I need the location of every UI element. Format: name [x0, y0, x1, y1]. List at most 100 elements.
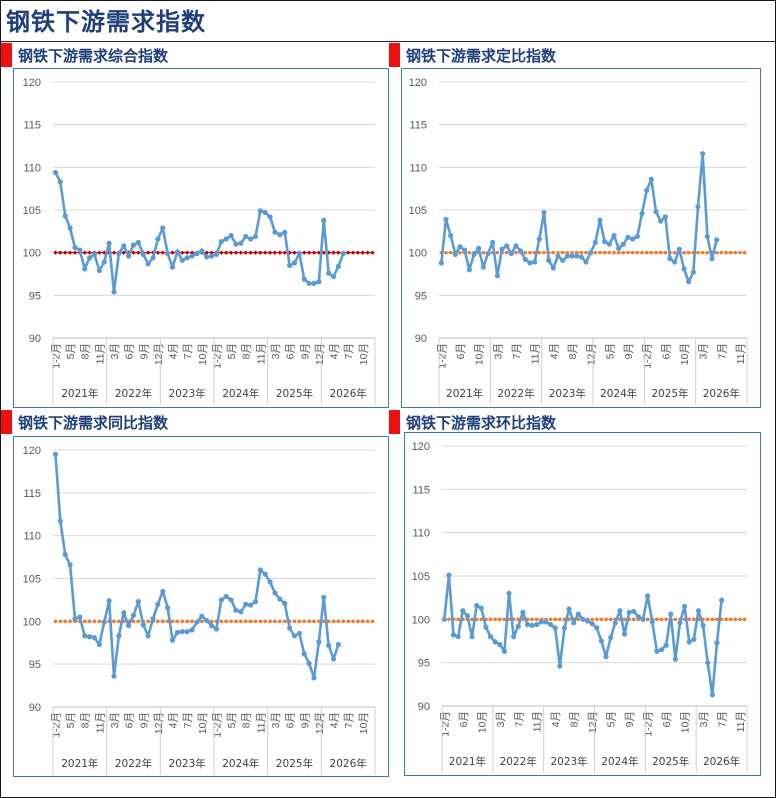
red-marker-icon: [389, 43, 400, 67]
x-tick-label: 4月: [168, 712, 180, 728]
x-tick-label: 3月: [698, 343, 710, 359]
baseline-point: [595, 617, 599, 622]
data-point: [682, 603, 688, 609]
data-point: [121, 610, 127, 616]
data-point: [546, 257, 552, 263]
data-point: [306, 280, 312, 286]
baseline-point: [687, 617, 692, 622]
data-point: [96, 267, 102, 274]
data-point: [306, 660, 312, 666]
x-tick-label: 10月: [197, 712, 209, 734]
year-label: 2026年: [703, 387, 740, 400]
data-point: [208, 253, 215, 259]
data-point: [464, 613, 471, 619]
data-point: [62, 213, 68, 219]
data-point: [111, 289, 117, 295]
y-tick-label: 115: [412, 484, 430, 496]
data-point: [555, 253, 561, 259]
chart-fixed-base-index: 90 95 100 105 110 115 120 1-2月 6月 10月 3月 7月 11月 4月 8月 1…: [401, 68, 761, 408]
data-point: [272, 229, 278, 235]
data-point: [541, 209, 547, 216]
y-tick-label: 95: [29, 659, 41, 671]
y-tick-label: 105: [23, 205, 41, 217]
baseline-point: [608, 617, 613, 622]
data-point: [452, 251, 458, 257]
baseline-point: [112, 619, 116, 624]
data-point: [233, 607, 239, 613]
x-tick-label: 8月: [569, 711, 581, 727]
baseline-point: [170, 619, 175, 624]
data-point: [101, 619, 107, 625]
y-tick-label: 100: [23, 248, 41, 260]
data-point: [501, 648, 507, 654]
data-point: [52, 451, 59, 457]
x-tick-label: 10月: [474, 343, 486, 365]
data-point: [620, 241, 626, 247]
data-point: [91, 251, 98, 257]
x-tick-label: 8月: [80, 712, 92, 728]
data-point: [82, 633, 88, 639]
y-tick-label: 90: [29, 702, 41, 714]
data-point: [580, 616, 586, 622]
data-point: [204, 617, 210, 624]
data-point: [169, 637, 176, 643]
data-point: [252, 233, 259, 240]
baseline-point: [361, 619, 365, 624]
year-label: 2023年: [550, 755, 587, 768]
baseline-point: [724, 617, 729, 622]
data-point: [617, 608, 623, 614]
data-point: [86, 634, 93, 640]
data-point: [626, 609, 632, 615]
data-point: [135, 239, 141, 246]
baseline-point: [655, 617, 659, 622]
y-tick-label: 110: [23, 162, 41, 174]
data-point: [316, 279, 322, 285]
y-tick-label: 115: [409, 120, 427, 132]
data-point: [455, 634, 461, 640]
y-tick-label: 110: [409, 162, 427, 174]
data-point: [648, 176, 654, 182]
x-tick-label: 6月: [285, 343, 297, 359]
data-point: [106, 598, 112, 604]
data-point: [690, 269, 696, 275]
y-tick-label: 95: [415, 290, 427, 302]
baseline-point: [63, 619, 67, 624]
x-tick-label: 10月: [358, 712, 370, 734]
x-tick-label: 6月: [661, 711, 673, 727]
x-tick-label: 1-2月: [50, 343, 62, 369]
baseline-point: [146, 619, 150, 624]
x-tick-label: 7月: [182, 712, 194, 728]
baseline-point: [672, 250, 677, 255]
data-point: [569, 253, 575, 259]
baseline-point: [467, 250, 472, 255]
x-tick-label: 11月: [530, 343, 542, 364]
baseline-point: [448, 250, 453, 255]
x-tick-label: 3月: [109, 712, 121, 728]
data-point: [296, 630, 302, 636]
year-label: 2024年: [222, 387, 259, 400]
data-point: [466, 267, 472, 273]
data-point: [340, 250, 346, 257]
baseline-point: [607, 250, 612, 255]
data-point: [700, 151, 706, 157]
baseline-point: [336, 619, 341, 624]
year-label: 2021年: [61, 757, 98, 770]
baseline-point: [479, 617, 484, 622]
baseline-point: [635, 250, 640, 255]
baseline-point: [331, 619, 336, 624]
data-point: [653, 209, 659, 215]
data-point: [116, 633, 122, 639]
data-point: [534, 621, 540, 628]
year-label: 2024年: [222, 757, 259, 770]
data-point: [282, 600, 288, 606]
data-point: [506, 590, 512, 596]
data-point: [564, 253, 570, 259]
y-tick-label: 110: [23, 531, 41, 543]
year-label: 2025年: [276, 757, 313, 770]
chart-panel-fixed-base: 钢铁下游需求定比指数 90 95 100 105 110 115 120 1-2月 6月 10月 3…: [389, 43, 774, 409]
data-point: [189, 253, 195, 259]
data-point: [524, 621, 531, 628]
x-tick-label: 4月: [550, 711, 562, 727]
data-point: [326, 270, 332, 276]
baseline-point: [579, 250, 584, 255]
